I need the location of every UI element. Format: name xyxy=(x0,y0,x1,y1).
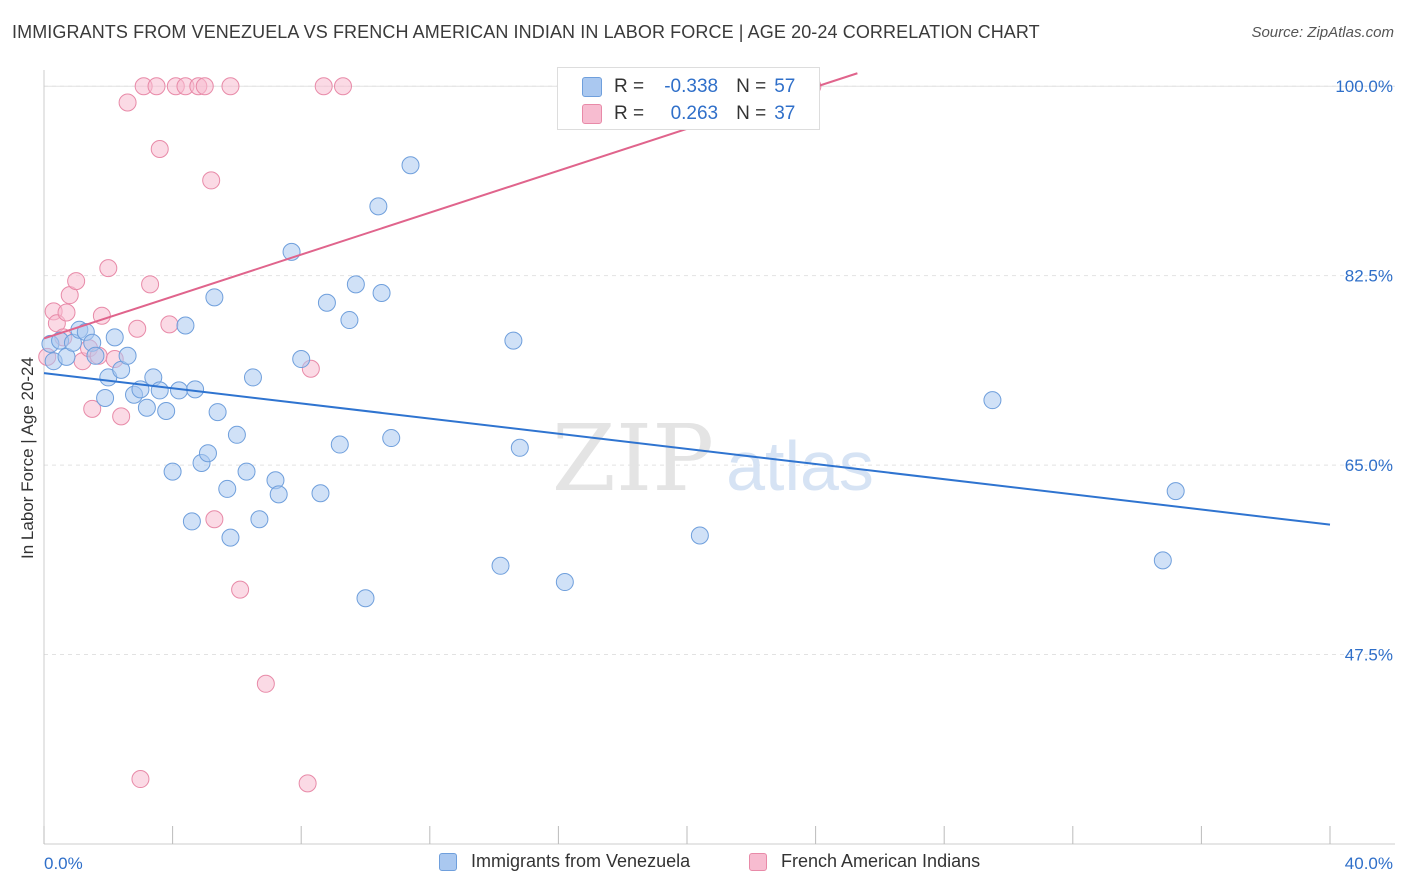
data-point-french-american-indians xyxy=(83,399,102,418)
data-point-french-american-indians xyxy=(150,140,169,159)
watermark-zip: ZIP xyxy=(552,405,714,512)
data-point-french-american-indians xyxy=(256,674,275,693)
data-point-french-american-indians xyxy=(131,770,150,789)
data-point-french-american-indians xyxy=(195,77,214,96)
legend-item-series2[interactable]: French American Indians xyxy=(749,851,980,872)
stats-row-series1: R = -0.338 N = 57 xyxy=(582,74,795,100)
y-tick-label: 82.5% xyxy=(1345,267,1393,286)
trend-line-immigrants-from-venezuela xyxy=(43,372,1331,526)
y-tick-label: 100.0% xyxy=(1335,77,1393,96)
n-value: 37 xyxy=(774,103,796,124)
data-point-immigrants-from-venezuela xyxy=(205,288,224,307)
data-point-immigrants-from-venezuela xyxy=(118,346,137,365)
data-point-immigrants-from-venezuela xyxy=(346,275,365,294)
data-point-immigrants-from-venezuela xyxy=(1166,482,1185,501)
data-point-immigrants-from-venezuela xyxy=(218,479,237,498)
x-tick-label-max: 40.0% xyxy=(1345,854,1393,873)
n-value: 57 xyxy=(774,76,796,97)
data-point-immigrants-from-venezuela xyxy=(105,328,124,347)
data-point-immigrants-from-venezuela xyxy=(491,556,510,575)
data-point-immigrants-from-venezuela xyxy=(504,331,523,350)
data-point-immigrants-from-venezuela xyxy=(382,429,401,448)
legend-swatch-series1 xyxy=(439,852,457,871)
data-point-french-american-indians xyxy=(118,93,137,112)
axes xyxy=(43,70,1395,845)
data-point-immigrants-from-venezuela xyxy=(1153,551,1172,570)
data-point-immigrants-from-venezuela xyxy=(269,485,288,504)
data-point-immigrants-from-venezuela xyxy=(401,156,420,175)
data-point-immigrants-from-venezuela xyxy=(510,438,529,457)
data-point-immigrants-from-venezuela xyxy=(690,526,709,545)
data-point-immigrants-from-venezuela xyxy=(369,197,388,216)
data-point-french-american-indians xyxy=(99,259,118,278)
data-point-immigrants-from-venezuela xyxy=(243,368,262,387)
data-point-french-american-indians xyxy=(231,580,250,599)
data-point-french-american-indians xyxy=(333,77,352,96)
series1-swatch xyxy=(582,77,602,97)
data-point-immigrants-from-venezuela xyxy=(150,381,169,400)
legend-item-series1[interactable]: Immigrants from Venezuela xyxy=(439,851,690,872)
data-point-immigrants-from-venezuela xyxy=(292,350,311,369)
source-label: Source: ZipAtlas.com xyxy=(1251,24,1394,41)
data-point-immigrants-from-venezuela xyxy=(227,425,246,444)
data-point-immigrants-from-venezuela xyxy=(237,462,256,481)
data-point-french-american-indians xyxy=(128,319,147,338)
n-label: N = xyxy=(736,76,767,97)
legend-label-series2: French American Indians xyxy=(781,851,981,871)
data-point-immigrants-from-venezuela xyxy=(137,398,156,417)
data-point-immigrants-from-venezuela xyxy=(208,403,227,422)
data-point-immigrants-from-venezuela xyxy=(317,293,336,312)
data-point-french-american-indians xyxy=(298,774,317,793)
data-point-immigrants-from-venezuela xyxy=(182,512,201,531)
data-points xyxy=(38,77,1185,793)
chart-title: IMMIGRANTS FROM VENEZUELA VS FRENCH AMER… xyxy=(12,22,1040,42)
data-point-immigrants-from-venezuela xyxy=(340,311,359,330)
data-point-immigrants-from-venezuela xyxy=(157,401,176,420)
data-point-immigrants-from-venezuela xyxy=(983,391,1002,410)
watermark-atlas: atlas xyxy=(726,427,874,505)
y-tick-label: 65.0% xyxy=(1345,456,1393,475)
data-point-french-american-indians xyxy=(67,272,86,291)
data-point-immigrants-from-venezuela xyxy=(221,528,240,547)
r-label: R = xyxy=(614,103,645,124)
stats-legend: R = -0.338 N = 57 R = 0.263 N = 37 xyxy=(557,67,820,130)
x-tick-label-min: 0.0% xyxy=(44,854,83,873)
data-point-immigrants-from-venezuela xyxy=(250,510,269,529)
data-point-french-american-indians xyxy=(202,171,221,190)
r-label: R = xyxy=(614,76,645,97)
data-point-immigrants-from-venezuela xyxy=(372,283,391,302)
data-point-french-american-indians xyxy=(112,407,131,426)
watermark: ZIP atlas xyxy=(552,405,874,512)
data-point-immigrants-from-venezuela xyxy=(330,435,349,454)
data-point-french-american-indians xyxy=(160,315,179,334)
bottom-legend: Immigrants from Venezuela French America… xyxy=(0,851,1406,879)
data-point-immigrants-from-venezuela xyxy=(96,389,115,408)
data-point-french-american-indians xyxy=(205,510,224,529)
y-axis-label: In Labor Force | Age 20-24 xyxy=(18,357,37,559)
data-point-french-american-indians xyxy=(314,77,333,96)
series2-swatch xyxy=(582,104,602,124)
data-point-immigrants-from-venezuela xyxy=(163,462,182,481)
data-point-french-american-indians xyxy=(221,77,240,96)
data-point-french-american-indians xyxy=(141,275,160,294)
y-tick-label: 47.5% xyxy=(1345,646,1393,665)
grid xyxy=(44,85,1395,656)
r-value: 0.263 xyxy=(670,103,719,124)
legend-label-series1: Immigrants from Venezuela xyxy=(471,851,691,871)
data-point-immigrants-from-venezuela xyxy=(86,346,105,365)
data-point-immigrants-from-venezuela xyxy=(198,444,217,463)
tick-labels: 47.5% 65.0% 82.5% 100.0% 0.0% 40.0% xyxy=(44,77,1393,873)
data-point-french-american-indians xyxy=(57,303,76,322)
data-point-immigrants-from-venezuela xyxy=(356,589,375,608)
data-point-french-american-indians xyxy=(147,77,166,96)
r-value: -0.338 xyxy=(664,76,719,97)
stats-row-series2: R = 0.263 N = 37 xyxy=(582,101,795,127)
legend-swatch-series2 xyxy=(749,852,767,871)
data-point-immigrants-from-venezuela xyxy=(555,573,574,592)
data-point-immigrants-from-venezuela xyxy=(176,316,195,335)
n-label: N = xyxy=(736,103,767,124)
data-point-immigrants-from-venezuela xyxy=(311,484,330,503)
